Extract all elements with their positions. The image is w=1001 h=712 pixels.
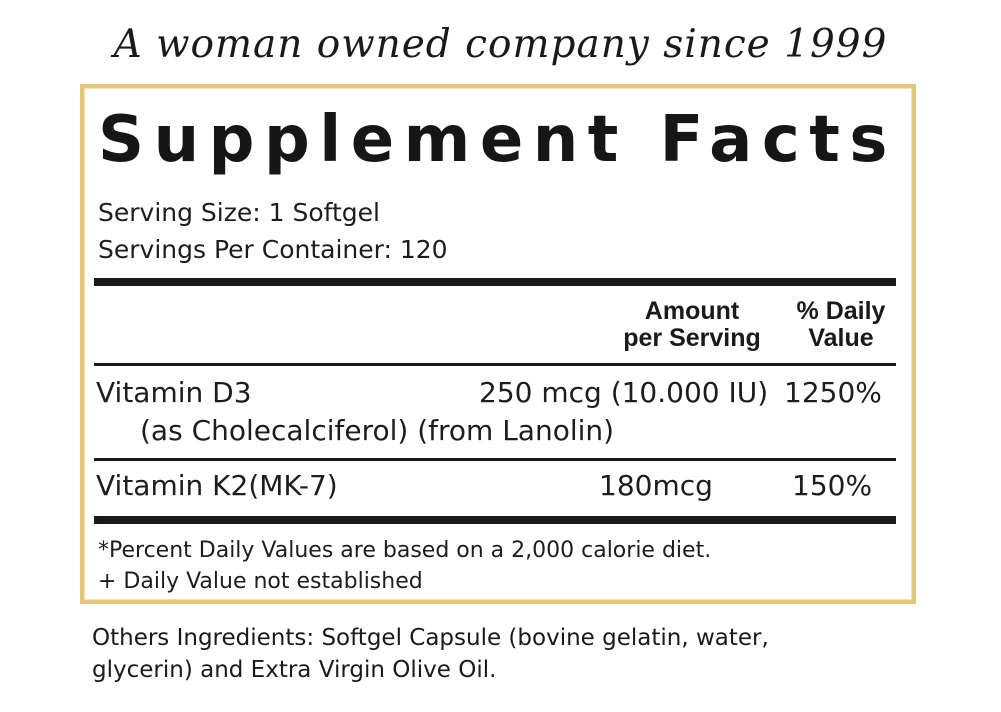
panel-title: Supplement Facts	[98, 103, 897, 177]
vitamin-d3-source: (as Cholecalciferol) (from Lanolin)	[140, 414, 615, 447]
other-ingredients-line1: Others Ingredients: Softgel Capsule (bov…	[92, 625, 769, 651]
other-ingredients: Others Ingredients: Softgel Capsule (bov…	[92, 622, 922, 686]
other-ingredients-line2: glycerin) and Extra Virgin Olive Oil.	[92, 657, 497, 683]
vitamin-d3-amount: 250 mcg (10.000 IU)	[479, 376, 769, 409]
daily-value-header-line1: % Daily	[796, 297, 886, 325]
row-divider	[94, 458, 896, 461]
bottom-thick-rule	[94, 516, 896, 524]
vitamin-k2-amount: 180mcg	[599, 469, 713, 502]
vitamin-k2-daily-value: 150%	[792, 469, 873, 502]
vitamin-d3-daily-value: 1250%	[784, 376, 882, 409]
amount-header-line1: Amount	[644, 297, 740, 325]
company-tagline: A woman owned company since 1999	[113, 22, 888, 67]
supplement-facts-panel: Supplement Facts Serving Size: 1 Softgel…	[80, 84, 916, 604]
daily-value-header-line2: Value	[808, 324, 874, 352]
serving-size: Serving Size: 1 Softgel	[98, 198, 380, 227]
vitamin-k2-name: Vitamin K2(MK-7)	[96, 469, 338, 502]
daily-value-header: % Daily Value	[776, 298, 906, 352]
vitamin-d3-name: Vitamin D3	[96, 376, 252, 409]
amount-header-line2: per Serving	[623, 324, 761, 352]
top-thick-rule	[94, 278, 896, 286]
servings-per-container: Servings Per Container: 120	[98, 235, 448, 264]
amount-header: Amount per Serving	[602, 298, 782, 352]
not-established-footnote: + Daily Value not established	[98, 569, 423, 594]
header-rule	[94, 363, 896, 366]
daily-value-footnote: *Percent Daily Values are based on a 2,0…	[98, 538, 712, 563]
